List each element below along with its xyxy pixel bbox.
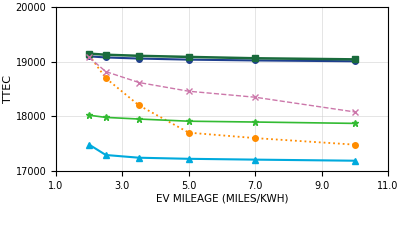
SE + EV [186, 157, 191, 160]
GE + GV [137, 57, 142, 60]
GE + EV [253, 137, 258, 140]
GE + GV [103, 56, 108, 59]
Line: GE + GV: GE + GV [86, 54, 358, 64]
SE + GV [186, 55, 191, 58]
GE + GV + EV [103, 70, 108, 73]
GE + GV [186, 58, 191, 61]
SE + GV + EV [87, 114, 92, 117]
GE + GV + EV [253, 96, 258, 99]
SE + GV + EV [137, 118, 142, 121]
SE + GV [352, 58, 357, 61]
Line: SE + EV: SE + EV [86, 142, 358, 163]
SE + GV [103, 53, 108, 56]
SE + GV + EV [352, 122, 357, 125]
Line: GE + EV: GE + EV [86, 52, 358, 147]
GE + EV [87, 54, 92, 57]
SE + EV [137, 156, 142, 159]
GE + GV [352, 60, 357, 63]
SE + EV [103, 153, 108, 156]
SE + GV [253, 57, 258, 60]
Y-axis label: TTEC: TTEC [3, 75, 13, 103]
GE + EV [103, 77, 108, 80]
GE + EV [352, 143, 357, 146]
X-axis label: EV MILEAGE (MILES/KWH): EV MILEAGE (MILES/KWH) [156, 193, 288, 203]
SE + GV [137, 54, 142, 57]
SE + GV + EV [103, 116, 108, 119]
SE + EV [253, 158, 258, 161]
SE + GV + EV [253, 121, 258, 123]
GE + GV [87, 55, 92, 58]
GE + GV + EV [87, 56, 92, 59]
GE + EV [186, 131, 191, 134]
Line: SE + GV + EV: SE + GV + EV [86, 112, 358, 127]
Line: SE + GV: SE + GV [86, 51, 358, 62]
Line: GE + GV + EV: GE + GV + EV [86, 54, 358, 115]
GE + GV + EV [352, 111, 357, 113]
GE + EV [137, 104, 142, 107]
SE + EV [352, 159, 357, 162]
SE + EV [87, 143, 92, 146]
GE + GV + EV [137, 81, 142, 84]
SE + GV [87, 52, 92, 55]
GE + GV + EV [186, 90, 191, 93]
SE + GV + EV [186, 120, 191, 123]
GE + GV [253, 59, 258, 62]
